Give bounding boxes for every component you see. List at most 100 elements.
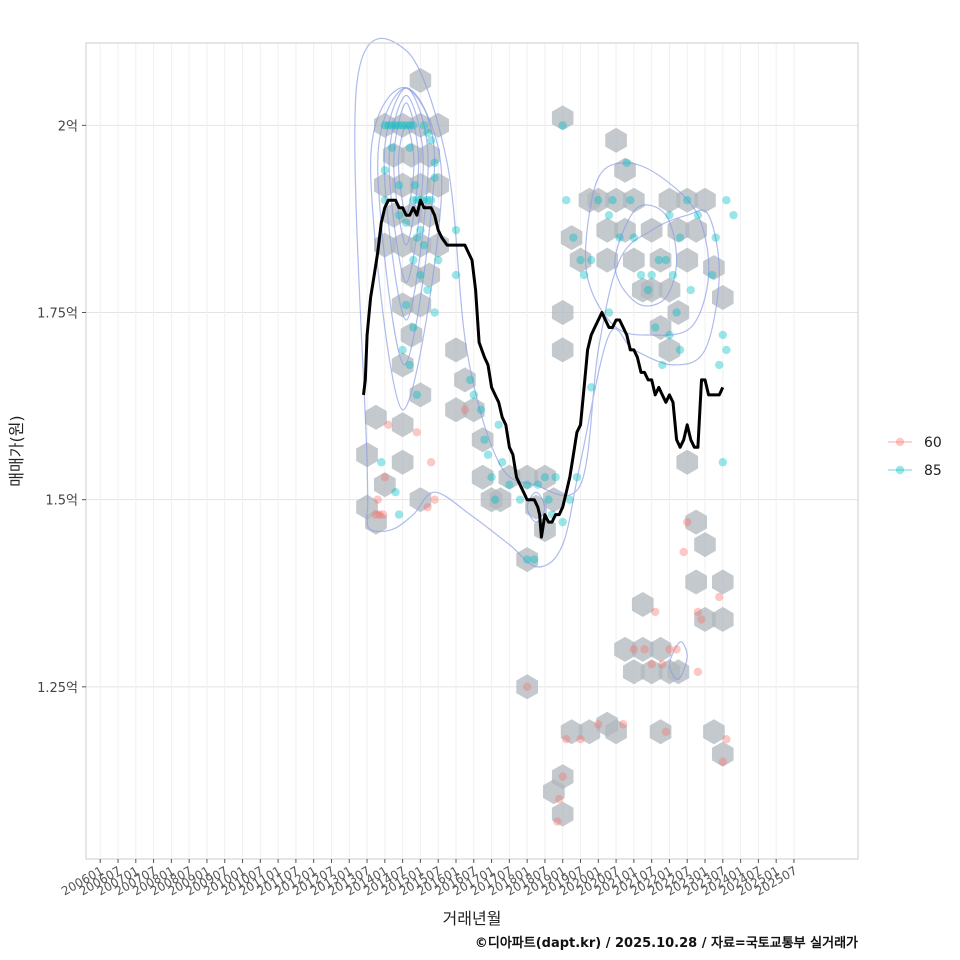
point-85 xyxy=(451,270,461,280)
caption: ©디아파트(dapt.kr) / 2025.10.28 / 자료=국토교통부 실… xyxy=(475,935,858,951)
legend-label-60: 60 xyxy=(924,435,942,451)
hexbin xyxy=(445,397,467,423)
hexbin xyxy=(543,779,565,805)
point-60 xyxy=(718,757,728,766)
point-60 xyxy=(554,794,564,804)
trend-line xyxy=(362,198,725,539)
point-85 xyxy=(391,121,400,130)
point-85 xyxy=(572,473,582,482)
point-85 xyxy=(505,480,514,489)
point-85 xyxy=(569,233,578,242)
point-85 xyxy=(384,121,393,130)
hexbin xyxy=(614,217,636,243)
legend: 60 85 xyxy=(888,435,942,479)
point-85 xyxy=(394,181,404,190)
hexbin xyxy=(516,464,538,490)
point-85 xyxy=(405,143,414,153)
point-85 xyxy=(636,270,646,280)
point-85 xyxy=(416,270,425,280)
hexbin xyxy=(454,367,476,393)
point-85 xyxy=(398,121,407,130)
point-85 xyxy=(579,270,589,280)
point-85 xyxy=(651,323,660,332)
point-85 xyxy=(707,270,717,280)
point-85 xyxy=(394,121,404,130)
hexbin xyxy=(640,659,663,685)
point-85 xyxy=(487,473,496,482)
point-85 xyxy=(498,458,507,467)
hexbin xyxy=(400,142,423,168)
point-60 xyxy=(576,735,585,744)
point-60 xyxy=(423,502,432,512)
hexbin xyxy=(445,337,467,363)
point-85 xyxy=(426,136,436,145)
hexbin xyxy=(400,322,423,348)
point-85 xyxy=(711,233,720,242)
point-85 xyxy=(409,255,418,265)
point-85 xyxy=(693,210,703,220)
hexbin xyxy=(391,449,414,475)
point-85 xyxy=(394,510,404,519)
density-contour xyxy=(526,491,546,523)
point-85 xyxy=(394,210,404,220)
hexbin xyxy=(551,300,574,325)
point-60 xyxy=(371,510,381,519)
point-85 xyxy=(729,210,738,220)
point-85 xyxy=(469,390,478,400)
hexbin xyxy=(631,636,654,662)
point-85 xyxy=(515,495,525,504)
point-60 xyxy=(558,772,567,781)
point-85 xyxy=(483,450,493,459)
point-85 xyxy=(380,166,390,175)
point-85 xyxy=(562,196,571,205)
point-60 xyxy=(715,592,724,602)
hexbin xyxy=(631,592,654,617)
point-85 xyxy=(387,121,397,130)
point-85 xyxy=(718,330,728,340)
point-60 xyxy=(562,735,571,744)
legend-key-60 xyxy=(895,437,905,447)
legend-label-85: 85 xyxy=(924,463,942,479)
hexbin xyxy=(667,300,690,325)
point-60 xyxy=(460,405,470,415)
point-85 xyxy=(558,121,567,130)
hexbin xyxy=(658,337,681,363)
point-60 xyxy=(665,645,674,654)
hexbin xyxy=(667,217,690,243)
point-85 xyxy=(466,375,475,385)
hexbin xyxy=(685,509,707,535)
point-60 xyxy=(722,735,731,744)
hexbin xyxy=(676,449,699,475)
hexbin xyxy=(667,659,690,685)
hexbin xyxy=(391,232,414,258)
point-85 xyxy=(451,225,461,235)
point-60 xyxy=(375,510,384,519)
hexbin xyxy=(614,157,636,183)
hexbin xyxy=(471,427,494,453)
hexbin xyxy=(489,487,512,513)
point-60 xyxy=(380,473,390,482)
point-60 xyxy=(594,720,603,729)
point-60 xyxy=(683,517,692,527)
point-85 xyxy=(672,308,681,317)
hexbin xyxy=(649,719,672,745)
hexbin xyxy=(409,382,432,408)
density-contour xyxy=(397,124,415,216)
point-85 xyxy=(647,270,656,280)
hexbin xyxy=(409,487,432,513)
hexbin xyxy=(391,412,414,438)
hexbin xyxy=(596,711,618,737)
hexbin xyxy=(365,509,387,535)
hexbin xyxy=(676,247,699,273)
point-85 xyxy=(398,345,407,355)
point-85 xyxy=(675,233,685,242)
point-85 xyxy=(686,285,695,295)
hexbin xyxy=(374,472,396,498)
density-contour xyxy=(369,87,443,411)
point-85 xyxy=(654,255,663,265)
hexbin xyxy=(694,187,716,213)
legend-key-85 xyxy=(895,465,905,475)
density-contour xyxy=(584,162,710,336)
point-60 xyxy=(618,720,628,729)
density-contour xyxy=(614,204,678,307)
